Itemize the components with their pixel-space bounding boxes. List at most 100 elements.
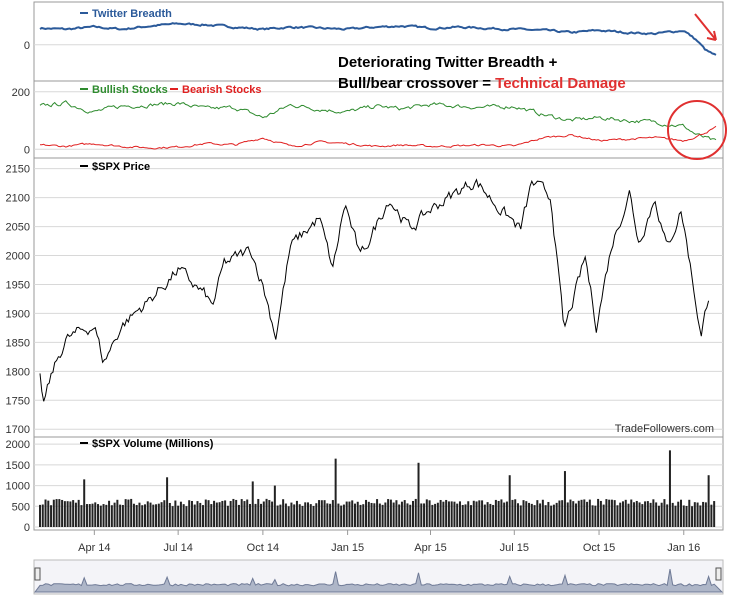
volume-bar: [707, 475, 710, 527]
volume-bar: [97, 504, 100, 527]
annotation-circle: [667, 100, 727, 160]
volume-bar: [240, 499, 243, 527]
y-tick-label: 1850: [6, 337, 30, 349]
volume-bar: [282, 499, 285, 527]
volume-bar: [619, 502, 622, 527]
volume-bar: [608, 499, 611, 527]
volume-bar: [157, 503, 160, 527]
volume-legend-label: $SPX Volume (Millions): [92, 438, 214, 450]
volume-bar: [436, 502, 439, 527]
bearish-stocks-line: [39, 125, 717, 150]
volume-bar: [621, 501, 624, 527]
volume-bar: [232, 498, 235, 527]
volume-bar: [130, 498, 133, 527]
volume-bar: [265, 498, 268, 527]
volume-bar: [486, 502, 489, 527]
volume-bar: [547, 501, 550, 527]
volume-bar: [702, 501, 705, 527]
navigator-handle-left[interactable]: [34, 567, 41, 581]
volume-bar: [248, 503, 251, 527]
volume-bar: [188, 500, 191, 527]
volume-bar: [704, 502, 707, 527]
volume-bar: [124, 499, 127, 527]
volume-bar: [458, 501, 461, 527]
x-tick-label: Oct 15: [583, 542, 615, 554]
annotation-line-2: Bull/bear crossover = Technical Damage: [338, 75, 626, 92]
volume-bar: [229, 501, 232, 527]
volume-bar: [163, 500, 166, 527]
volume-bar: [423, 503, 426, 527]
volume-bar: [583, 499, 586, 527]
volume-bar: [456, 503, 459, 527]
volume-bar: [221, 500, 224, 527]
volume-bar: [395, 500, 398, 527]
volume-bar: [655, 502, 658, 527]
x-tick-label: Jan 15: [331, 542, 364, 554]
navigator-handle-right[interactable]: [715, 567, 722, 581]
x-tick-label: Jul 15: [500, 542, 529, 554]
y-tick-label: 2000: [6, 439, 30, 451]
volume-bar: [204, 499, 207, 527]
y-tick-label: 200: [12, 87, 30, 99]
volume-bar: [550, 505, 553, 527]
volume-bar: [633, 502, 636, 527]
volume-bar: [666, 504, 669, 527]
breadth-y-ticks: 0: [24, 40, 30, 52]
volume-bar: [552, 504, 555, 527]
volume-bar: [591, 505, 594, 527]
volume-bar: [635, 500, 638, 527]
panel-breadth: 0 Twitter Breadth: [24, 1, 724, 82]
annotation-line-2-prefix: Bull/bear crossover =: [338, 75, 495, 92]
volume-bar: [218, 502, 221, 527]
volume-bar: [119, 504, 122, 527]
volume-bar: [174, 500, 177, 527]
volume-bar: [464, 504, 467, 527]
bullish-legend-label: Bullish Stocks: [92, 84, 168, 96]
volume-bar: [492, 504, 495, 527]
volume-bar: [536, 500, 539, 527]
x-tick-label: Jul 14: [163, 542, 192, 554]
volume-bar: [271, 501, 274, 527]
volume-bar: [691, 506, 694, 527]
x-tick-label: Jan 16: [667, 542, 700, 554]
volume-bar: [351, 500, 354, 527]
volume-bar: [329, 503, 332, 527]
volume-bar: [544, 505, 547, 527]
volume-bar: [500, 499, 503, 527]
volume-bar: [472, 500, 475, 527]
y-tick-label: 1800: [6, 366, 30, 378]
annotation: Deteriorating Twitter Breadth + Bull/bea…: [338, 13, 727, 160]
volume-bar: [616, 505, 619, 527]
volume-bar: [262, 501, 265, 527]
volume-bar: [693, 502, 696, 527]
volume-bar: [108, 500, 111, 527]
volume-bar: [577, 500, 580, 527]
navigator[interactable]: [33, 559, 724, 595]
volume-bar: [334, 458, 337, 527]
y-tick-label: 1900: [6, 308, 30, 320]
volume-bar: [168, 502, 171, 527]
volume-bar: [638, 502, 641, 527]
volume-bar: [143, 504, 146, 527]
volume-bar: [213, 500, 216, 527]
volume-bar: [235, 499, 238, 527]
volume-bar: [160, 502, 163, 527]
volume-bar: [171, 506, 174, 527]
volume-bar: [320, 500, 323, 527]
volume-bar: [434, 503, 437, 527]
volume-bar: [688, 499, 691, 527]
volume-bar: [710, 504, 713, 527]
x-tick-label: Oct 14: [247, 542, 279, 554]
volume-bar: [461, 504, 464, 527]
volume-bar: [613, 500, 616, 527]
volume-bar: [326, 503, 329, 527]
volume-bar: [284, 503, 287, 527]
volume-bar: [295, 500, 298, 527]
volume-bar: [398, 504, 401, 527]
volume-bar: [190, 500, 193, 527]
volume-bar: [660, 502, 663, 527]
volume-bar: [94, 502, 97, 527]
volume-bar: [514, 499, 517, 527]
volume-bar: [69, 501, 72, 527]
volume-bar: [649, 502, 652, 527]
